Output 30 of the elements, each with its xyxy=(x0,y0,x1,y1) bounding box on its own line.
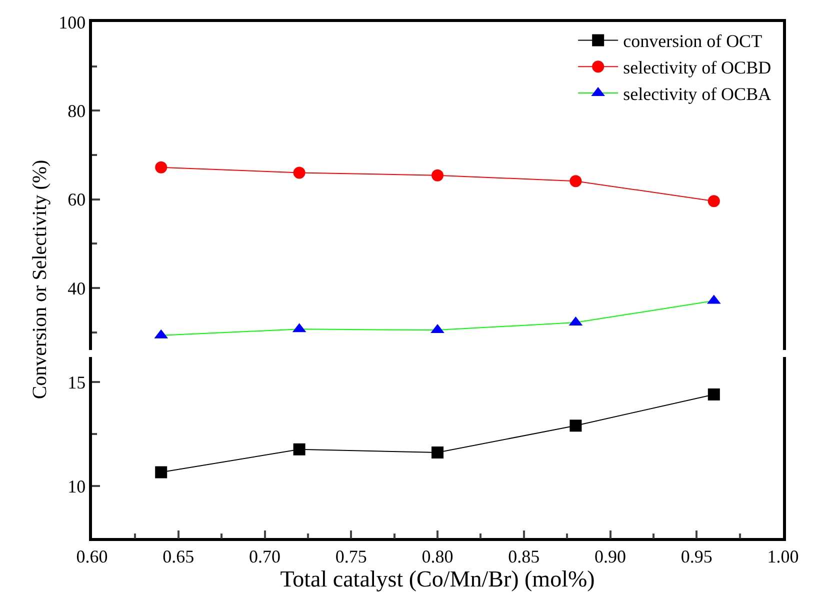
y-tick-label: 60 xyxy=(68,190,86,210)
x-tick-label: 0.85 xyxy=(508,546,540,566)
y-axis-title: Conversion or Selectivity (%) xyxy=(29,160,52,400)
point xyxy=(432,446,444,458)
x-axis-title: Total catalyst (Co/Mn/Br) (mol%) xyxy=(280,566,595,592)
y-tick-label: 100 xyxy=(58,12,86,32)
x-tick-label: 0.65 xyxy=(162,546,194,566)
legend-label: selectivity of OCBA xyxy=(623,84,772,104)
point xyxy=(570,420,582,432)
x-tick-label: 0.80 xyxy=(422,546,454,566)
point xyxy=(570,175,582,188)
point xyxy=(708,388,720,400)
legend-label: conversion of OCT xyxy=(623,31,762,52)
point xyxy=(155,161,168,174)
point xyxy=(708,195,720,208)
point xyxy=(155,466,168,478)
x-tick-label: 0.75 xyxy=(335,546,367,566)
y-tick-label: 80 xyxy=(68,100,86,121)
y-tick-label: 40 xyxy=(68,278,86,298)
x-tick-label: 0.90 xyxy=(594,546,626,566)
y-tick-label: 10 xyxy=(68,476,86,496)
point xyxy=(432,169,444,182)
y-tick-label: 15 xyxy=(68,372,86,392)
x-tick-label: 1.00 xyxy=(767,546,799,566)
x-tick-label: 0.95 xyxy=(680,546,712,566)
point xyxy=(293,443,306,456)
x-tick-label: 0.60 xyxy=(76,546,108,566)
x-tick-label: 0.70 xyxy=(249,546,280,566)
legend-label: selectivity of OCBD xyxy=(623,58,772,78)
point xyxy=(293,166,306,179)
